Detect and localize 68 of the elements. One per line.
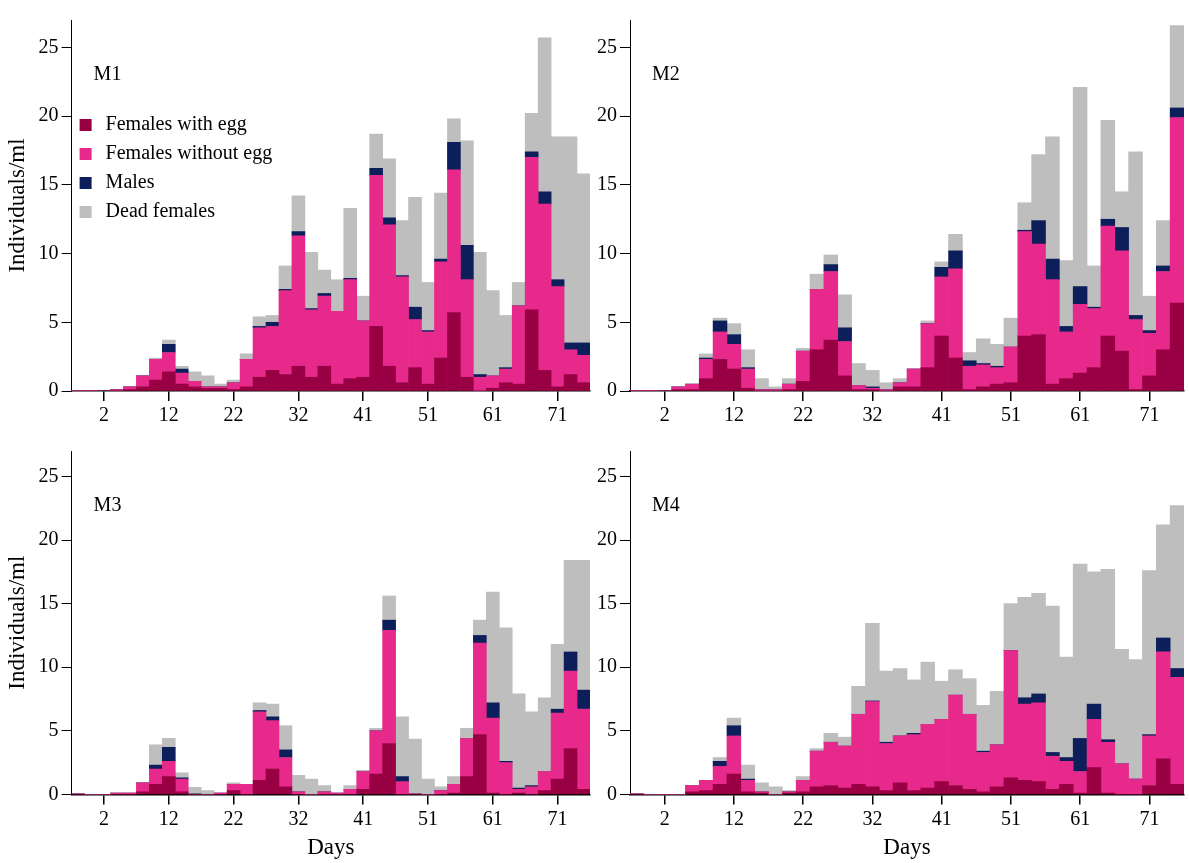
y-tick-label: 25	[38, 463, 59, 486]
legend-label: Males	[105, 170, 155, 193]
x-tick-label: 32	[862, 403, 883, 426]
y-tick-label: 0	[48, 781, 59, 804]
y-tick-label: 5	[48, 718, 59, 741]
x-tick-label: 71	[547, 403, 568, 426]
x-tick-label: 22	[223, 806, 244, 829]
x-tick-label: 51	[1000, 403, 1021, 426]
x-tick-label: 12	[158, 403, 179, 426]
x-tick-label: 71	[1139, 806, 1160, 829]
x-tick-label: 22	[793, 806, 814, 829]
annotation: M1	[93, 62, 122, 85]
y-tick-label: 25	[38, 34, 59, 57]
y-tick-label: 20	[38, 527, 59, 550]
x-tick-label: 12	[723, 403, 744, 426]
x-tick-label: 12	[723, 806, 744, 829]
x-tick-label: 32	[862, 806, 883, 829]
legend-label: Females with egg	[105, 112, 247, 136]
y-tick-label: 5	[607, 718, 617, 741]
y-tick-label: 0	[607, 378, 617, 401]
x-tick-label: 41	[353, 806, 374, 829]
y-tick-label: 15	[597, 590, 617, 613]
x-tick-label: 71	[547, 806, 568, 829]
x-tick-label: 41	[931, 403, 952, 426]
x-tick-label: 51	[418, 806, 438, 829]
x-tick-label: 61	[1070, 806, 1091, 829]
y-tick-label: 10	[597, 654, 617, 677]
x-tick-label: 2	[99, 403, 109, 426]
y-tick-label: 15	[38, 590, 59, 613]
y-axis-title: Individuals/ml	[3, 555, 29, 690]
y-tick-label: 5	[48, 309, 59, 332]
annotation: M2	[652, 62, 680, 85]
x-tick-label: 71	[1139, 403, 1160, 426]
x-tick-label: 2	[659, 806, 670, 829]
annotation: M4	[652, 493, 680, 516]
x-tick-label: 41	[931, 806, 952, 829]
x-tick-label: 61	[482, 403, 503, 426]
x-tick-label: 2	[659, 403, 670, 426]
annotation: M3	[93, 493, 122, 516]
y-tick-label: 10	[38, 654, 59, 677]
x-tick-label: 2	[99, 806, 109, 829]
y-tick-label: 5	[607, 309, 617, 332]
x-tick-label: 32	[288, 806, 309, 829]
y-tick-label: 20	[597, 527, 617, 550]
y-tick-label: 25	[597, 34, 617, 57]
x-tick-label: 51	[418, 403, 438, 426]
y-tick-label: 20	[38, 103, 59, 126]
x-axis-title: Days	[307, 834, 355, 860]
x-tick-label: 32	[288, 403, 309, 426]
y-tick-label: 10	[38, 240, 59, 263]
y-tick-label: 15	[597, 172, 617, 195]
y-tick-label: 25	[597, 463, 617, 486]
y-tick-label: 0	[48, 378, 59, 401]
x-tick-label: 51	[1000, 806, 1021, 829]
y-tick-label: 10	[597, 240, 617, 263]
legend-label: Females without egg	[105, 141, 273, 165]
x-tick-label: 12	[158, 806, 179, 829]
y-tick-label: 20	[597, 103, 617, 126]
x-tick-label: 22	[793, 403, 814, 426]
x-tick-label: 61	[1070, 403, 1091, 426]
y-tick-label: 15	[38, 172, 59, 195]
legend-label: Dead females	[105, 199, 216, 222]
y-tick-label: 0	[607, 781, 617, 804]
x-axis-title: Days	[883, 834, 931, 860]
x-tick-label: 41	[353, 403, 374, 426]
x-tick-label: 61	[482, 806, 503, 829]
y-axis-title: Individuals/ml	[3, 138, 29, 273]
x-tick-label: 22	[223, 403, 244, 426]
